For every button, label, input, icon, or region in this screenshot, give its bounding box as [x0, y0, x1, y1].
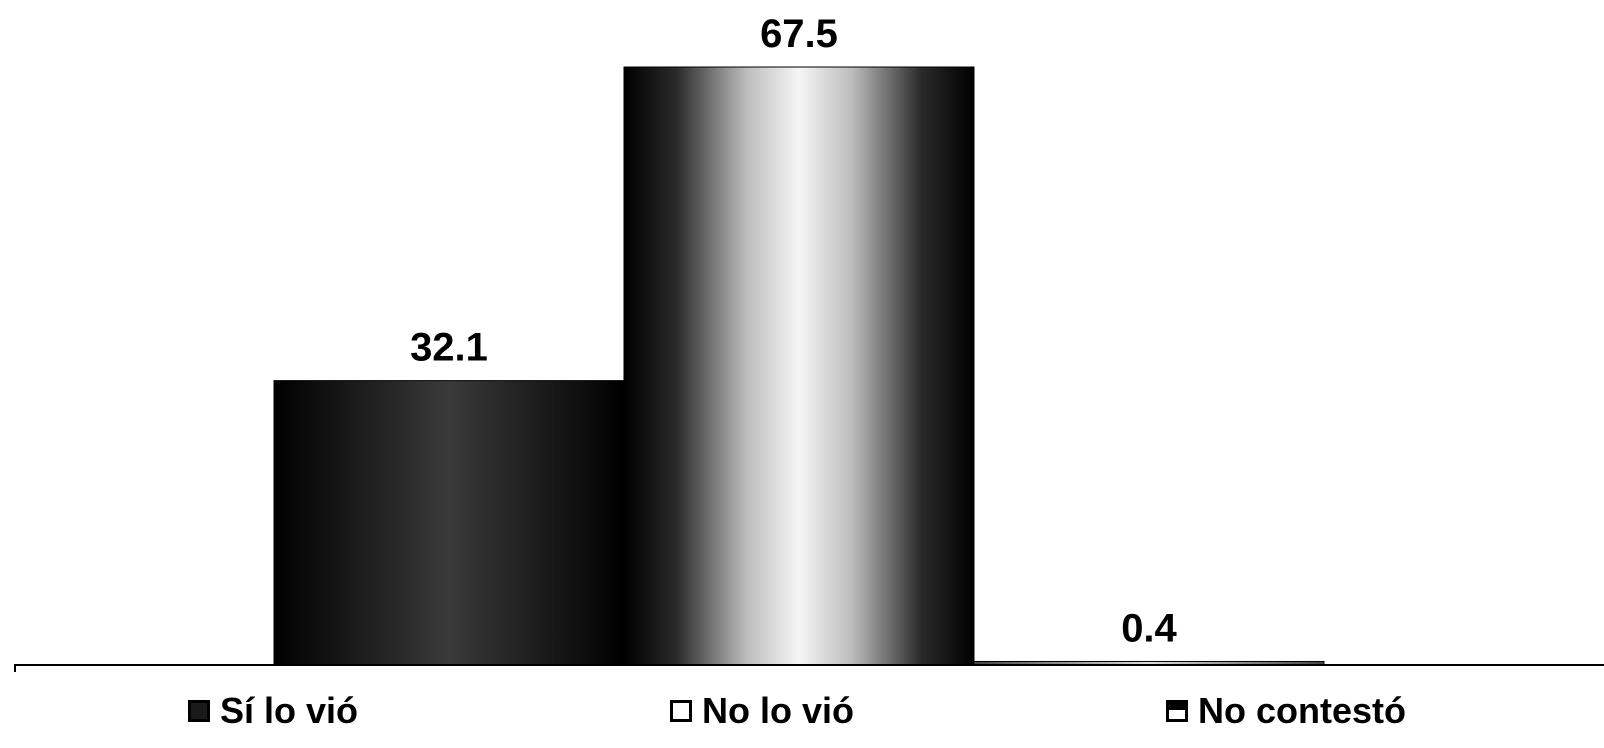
- legend-swatch-si-lo-vio: [188, 700, 210, 722]
- chart-legend: Sí lo vió No lo vió No contestó: [0, 690, 1604, 740]
- legend-label-no-lo-vio: No lo vió: [702, 690, 854, 732]
- data-label-si-lo-vio: 32.1: [410, 326, 488, 370]
- legend-item-no-contesto: No contestó: [1166, 690, 1406, 732]
- legend-item-no-lo-vio: No lo vió: [670, 690, 854, 732]
- bar-no-lo-vio: [624, 67, 974, 665]
- legend-item-si-lo-vio: Sí lo vió: [188, 690, 358, 732]
- axis-baseline: [15, 665, 1604, 672]
- legend-label-no-contesto: No contestó: [1198, 690, 1406, 732]
- data-label-no-contesto: 0.4: [1121, 606, 1177, 650]
- data-label-no-lo-vio: 67.5: [760, 12, 838, 56]
- legend-swatch-no-lo-vio: [670, 700, 692, 722]
- legend-label-si-lo-vio: Sí lo vió: [220, 690, 358, 732]
- legend-swatch-no-contesto: [1166, 700, 1188, 722]
- bar-si-lo-vio: [274, 381, 624, 665]
